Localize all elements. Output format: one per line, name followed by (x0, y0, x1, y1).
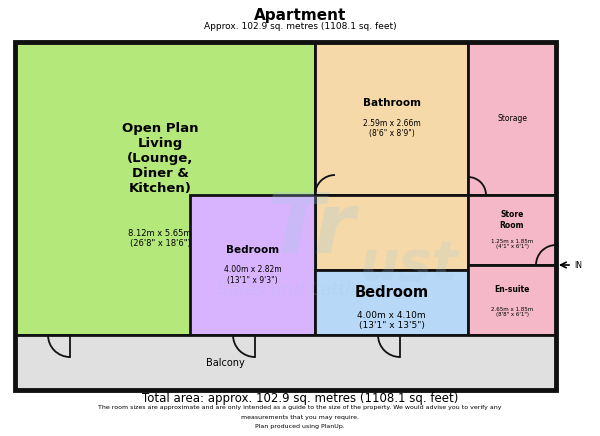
Bar (315, 195, 468, 270)
Text: Plan produced using PlanUp.: Plan produced using PlanUp. (255, 424, 345, 429)
Bar (468, 195, 556, 265)
Text: Tr: Tr (266, 190, 355, 270)
Bar (15, 335, 556, 390)
Text: 4.00m x 2.82m
(13'1" x 9'3"): 4.00m x 2.82m (13'1" x 9'3") (224, 265, 281, 285)
Text: Apartment: Apartment (254, 8, 346, 23)
Text: Total area: approx. 102.9 sq. metres (1108.1 sq. feet): Total area: approx. 102.9 sq. metres (11… (142, 392, 458, 405)
Bar (190, 195, 315, 335)
Text: 4.00m x 4.10m
(13'1" x 13'5"): 4.00m x 4.10m (13'1" x 13'5") (357, 311, 426, 330)
Text: IN: IN (574, 260, 582, 269)
Text: Bathroom: Bathroom (362, 99, 421, 109)
Text: Store
Room: Store Room (500, 210, 524, 230)
Bar (315, 42, 468, 195)
Text: Sales and Lettings: Sales and Lettings (217, 281, 383, 299)
Text: Approx. 102.9 sq. metres (1108.1 sq. feet): Approx. 102.9 sq. metres (1108.1 sq. fee… (203, 22, 397, 31)
Text: measurements that you may require.: measurements that you may require. (241, 415, 359, 420)
Text: 2.65m x 1.85m
(8'8" x 6'1"): 2.65m x 1.85m (8'8" x 6'1") (491, 307, 533, 317)
Text: 8.12m x 5.65m
(26'8" x 18'6"): 8.12m x 5.65m (26'8" x 18'6") (128, 229, 192, 248)
Text: Balcony: Balcony (206, 358, 245, 368)
Text: En-suite: En-suite (494, 286, 530, 294)
Bar (15, 42, 556, 390)
Text: The room sizes are approximate and are only intended as a guide to the size of t: The room sizes are approximate and are o… (98, 405, 502, 410)
Text: Open Plan
Living
(Lounge,
Diner &
Kitchen): Open Plan Living (Lounge, Diner & Kitche… (122, 122, 198, 195)
Text: ust: ust (360, 238, 459, 292)
Bar (468, 265, 556, 335)
Bar (468, 42, 556, 195)
Text: Storage: Storage (497, 114, 527, 123)
Text: Bedroom: Bedroom (226, 245, 279, 255)
Bar (315, 270, 468, 335)
Text: 2.59m x 2.66m
(8'6" x 8'9"): 2.59m x 2.66m (8'6" x 8'9") (362, 119, 421, 138)
Bar (15, 42, 315, 335)
Text: Bedroom: Bedroom (355, 285, 428, 300)
Text: 1.25m x 1.85m
(4'1" x 6'1"): 1.25m x 1.85m (4'1" x 6'1") (491, 238, 533, 249)
